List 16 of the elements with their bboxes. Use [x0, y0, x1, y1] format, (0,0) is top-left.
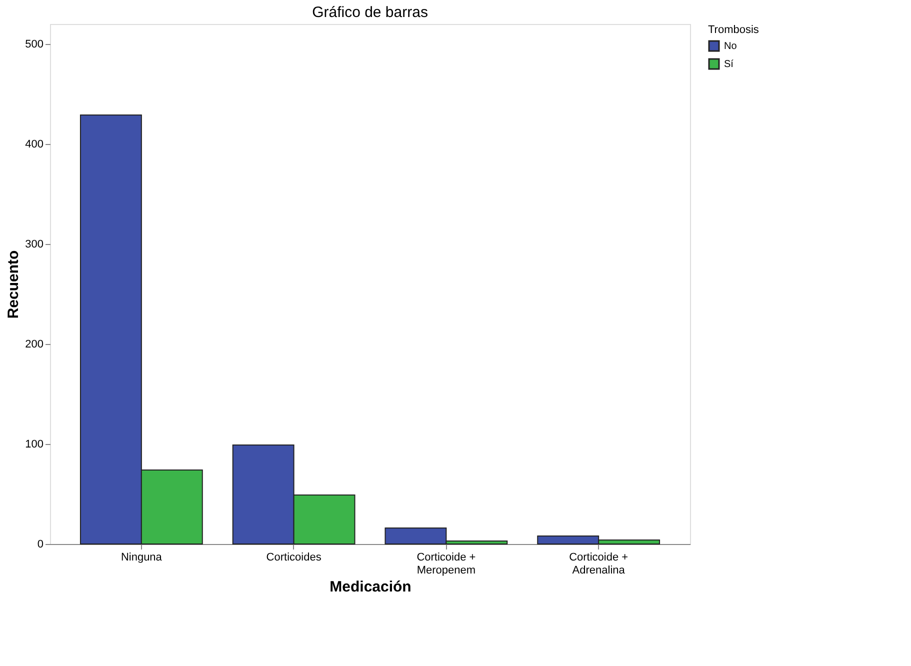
x-tick-label: Ninguna — [120, 552, 163, 564]
legend-label: Sí — [724, 59, 734, 70]
legend-title: Trombosis — [708, 24, 760, 36]
y-tick-label: 300 — [25, 238, 44, 250]
x-tick-label: Corticoide + Adrenalina — [569, 552, 628, 576]
x-axis-title: Medicación — [330, 578, 412, 596]
y-tick-label: 500 — [25, 38, 44, 50]
y-tick-label: 0 — [37, 538, 44, 550]
chart-title: Gráfico de barras — [312, 4, 428, 21]
y-tick-label: 400 — [25, 138, 44, 150]
x-tick-label: Corticoides — [266, 552, 322, 564]
y-tick-label: 200 — [25, 338, 44, 350]
x-tick-label: Corticoide + Meropenem — [416, 552, 476, 576]
y-tick-label: 100 — [25, 438, 44, 450]
y-axis-title: Recuento — [5, 250, 22, 319]
legend-label: No — [724, 41, 738, 52]
